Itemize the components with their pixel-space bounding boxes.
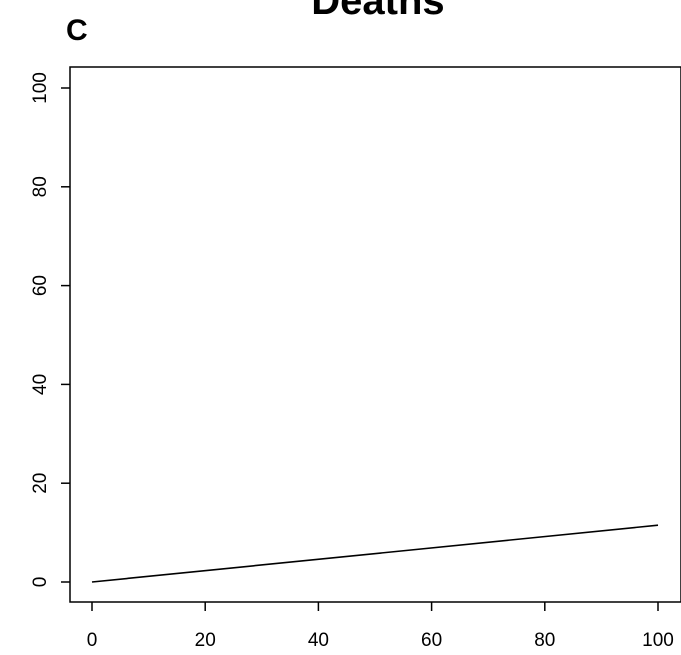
y-tick-label-4: 80	[30, 176, 51, 197]
x-tick-label-1: 20	[195, 630, 216, 651]
y-tick-label-3: 60	[30, 275, 51, 296]
x-tick-label-4: 80	[534, 630, 555, 651]
panel-label: C	[66, 14, 88, 47]
series-line-0	[91, 524, 659, 583]
x-tick-label-0: 0	[87, 630, 98, 651]
y-tick-label-1: 20	[30, 473, 51, 494]
y-tick-label-5: 100	[30, 72, 51, 104]
y-axis: 0 20 40 60 80 100	[30, 72, 70, 587]
x-axis: 0 20 40 60 80 100	[87, 602, 674, 651]
x-tick-label-5: 100	[642, 630, 674, 651]
y-tick-label-2: 40	[30, 374, 51, 395]
plot-frame	[69, 66, 681, 603]
x-tick-label-2: 40	[308, 630, 329, 651]
series-layer	[91, 524, 659, 583]
x-tick-label-3: 60	[421, 630, 442, 651]
y-tick-label-0: 0	[30, 577, 51, 588]
chart-title: Deaths	[311, 0, 444, 23]
